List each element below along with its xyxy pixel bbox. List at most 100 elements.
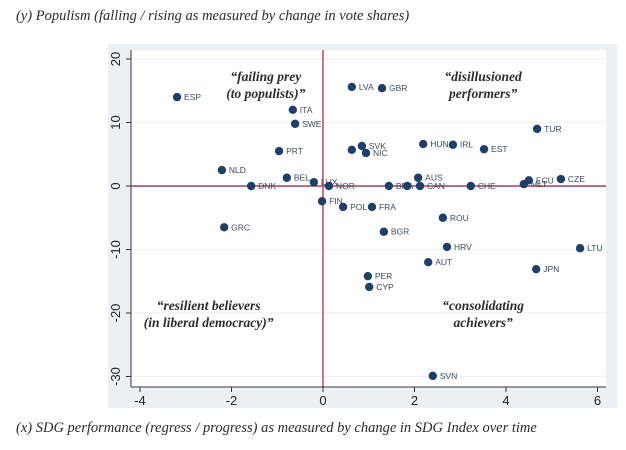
point-marker — [402, 181, 412, 191]
data-point-ltu: LTU — [575, 243, 603, 253]
point-label: TUR — [544, 124, 561, 134]
data-point-svk: SVK — [357, 141, 386, 151]
point-label: LVA — [359, 82, 374, 92]
point-label: AUS — [425, 173, 443, 183]
point-label: DNK — [258, 181, 276, 191]
point-marker — [466, 181, 475, 191]
point-label: ROU — [450, 213, 469, 223]
quadrant-label-top-left-line2: (to populists)” — [226, 86, 305, 101]
y-tick-label: 0 — [108, 182, 123, 189]
data-point-aut: AUT — [424, 257, 452, 267]
point-marker — [317, 197, 327, 206]
point-marker — [367, 202, 377, 212]
point-marker — [338, 202, 348, 212]
data-point-gbr: GBR — [377, 83, 407, 93]
quadrant-labels: “failing prey (to populists)” “disillusion… — [144, 69, 524, 330]
point-label: FIN — [329, 196, 343, 206]
point-label: CYP — [376, 282, 394, 292]
point-marker — [377, 84, 387, 93]
point-label: ESP — [184, 92, 201, 102]
point-label: CAN — [427, 181, 445, 191]
point-marker — [479, 144, 489, 154]
point-label: LTU — [587, 243, 602, 253]
point-marker — [415, 181, 425, 191]
point-marker — [556, 174, 566, 184]
point-marker — [361, 148, 371, 158]
point-marker — [347, 82, 357, 92]
data-point-dnk: DNK — [246, 181, 276, 191]
data-point-prt: PRT — [274, 146, 303, 156]
point-marker — [384, 181, 394, 191]
point-label: GRC — [231, 222, 250, 232]
point-marker — [290, 119, 300, 128]
data-point-tur: TUR — [532, 124, 562, 134]
x-tick-label: 0 — [319, 393, 326, 408]
y-tick-label: 20 — [108, 52, 123, 66]
data-point-fra: FRA — [367, 202, 396, 212]
point-marker — [172, 92, 182, 102]
data-point-swe: SWE — [290, 119, 322, 129]
y-axis-title: (y) Populism (falling / rising as measur… — [16, 8, 410, 24]
data-point-aus: AUS — [413, 173, 443, 183]
x-tick-label: -4 — [134, 393, 146, 408]
gridlines — [131, 58, 606, 378]
data-point-fin: FIN — [317, 196, 343, 206]
data-point-cze: CZE — [556, 174, 585, 184]
point-marker — [424, 258, 433, 267]
data-point-lva: LVA — [347, 82, 374, 92]
quadrant-label-bottom-right-line2: achievers” — [454, 315, 513, 330]
point-marker — [379, 227, 389, 236]
data-point-est: EST — [479, 144, 508, 154]
point-marker — [324, 181, 334, 191]
data-point-nld: NLD — [217, 165, 246, 175]
quadrant-label-top-right: “disillusioned — [444, 69, 522, 84]
data-point-mlt: MLT — [519, 179, 547, 189]
point-marker — [282, 173, 292, 182]
quadrant-label-top-left: “failing prey — [230, 69, 302, 84]
point-marker — [288, 105, 298, 115]
point-label: HUN — [430, 139, 448, 149]
point-marker — [438, 213, 448, 222]
point-marker — [442, 242, 452, 252]
point-label: AUT — [435, 257, 452, 267]
point-label: EST — [491, 144, 508, 154]
data-point-lux: LUX — [309, 177, 338, 187]
point-marker — [363, 271, 373, 281]
point-marker — [531, 264, 541, 274]
point-label: NLD — [229, 165, 246, 175]
point-label: BGR — [391, 227, 409, 237]
point-label: HRV — [454, 242, 472, 252]
point-marker — [347, 145, 357, 155]
point-marker — [413, 173, 423, 182]
y-tick-label: -30 — [108, 367, 123, 386]
x-tick-label: -2 — [226, 393, 238, 408]
data-point-rou: ROU — [438, 213, 469, 223]
data-point-per: PER — [363, 271, 392, 281]
point-label: BEL — [294, 173, 310, 183]
point-label: ECU — [536, 175, 554, 185]
quadrant-label-top-right-line2: performers” — [448, 86, 517, 101]
point-label: PRT — [286, 146, 303, 156]
data-points: ESP ITA SWE PRT NLD BELLUX DNK NOR FIN POL FRA GRC B… — [172, 82, 603, 381]
point-label: PER — [375, 271, 392, 281]
x-tick-label: 2 — [411, 393, 418, 408]
data-point-ita: ITA — [288, 105, 313, 115]
point-marker — [448, 140, 458, 149]
point-marker — [365, 282, 374, 292]
y-tick-label: -20 — [108, 304, 123, 323]
data-point-bgr: BGR — [379, 227, 409, 237]
x-tick-label: 6 — [594, 393, 601, 408]
point-label: SWE — [302, 119, 322, 129]
point-label: CZE — [568, 174, 585, 184]
quadrant-label-bottom-left: “resilient believers — [157, 298, 261, 313]
point-label: MLT — [531, 179, 547, 189]
point-marker — [428, 371, 437, 381]
point-marker — [217, 165, 227, 175]
point-label: IRL — [460, 140, 474, 150]
quadrant-label-bottom-left-line2: (in liberal democracy)” — [144, 315, 274, 330]
axes — [130, 50, 606, 388]
point-label: NOR — [336, 181, 355, 191]
point-marker — [309, 177, 319, 187]
quadrant-label-bottom-right: “consolidating — [442, 298, 524, 313]
